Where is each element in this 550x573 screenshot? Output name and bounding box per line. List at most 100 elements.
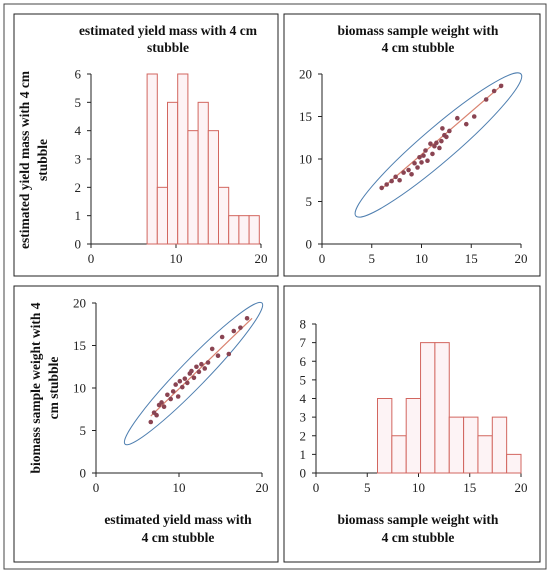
top-right-data-point [415,165,420,170]
bottom-left-y-tick-label: 0 [80,466,87,481]
bottom-left-data-point [215,353,221,359]
top-left-y-tick-label: 4 [75,123,82,138]
bottom-left-data-point [194,364,199,370]
bottom-left-xlabel-line-2: 4 cm stubble [142,530,215,545]
top-left-histogram-bar [197,101,209,245]
bottom-right-x-tick-label: 15 [463,480,476,495]
bottom-right-x-tick-label: 10 [412,480,425,495]
bottom-right-histogram-bar [506,453,522,474]
top-right-data-point [379,185,385,191]
bottom-right-histogram-bar [448,416,465,474]
bottom-right-histogram-bar [405,398,422,474]
bottom-right-histogram-bar [463,416,479,474]
top-right-x-tick-label: 15 [465,251,478,266]
bottom-left-data-point [191,375,197,381]
bottom-right-y-tick-label: 5 [300,372,307,387]
top-left-histogram-bar [146,73,158,245]
left-top-ylabel-line-1: estimated yield mass with 4 cm [17,70,32,249]
bottom-left-data-point [209,346,215,352]
top-right-data-point [455,115,460,121]
bottom-right-xlabel-line-2: 4 cm stubble [382,530,455,545]
top-left-x-tick-label: 0 [88,251,95,266]
bottom-left-data-point [244,316,250,321]
bottom-right-x-tick-label: 5 [364,480,371,495]
top-right-data-point [471,114,477,119]
bottom-left-data-point [154,412,159,418]
top-right-data-point [483,97,489,102]
bottom-left-data-point [161,404,167,410]
top-right-y-tick-label: 5 [306,194,313,209]
bottom-left-data-point [226,351,232,357]
top-right-y-tick-label: 0 [306,237,313,252]
bottom-left-data-point [205,360,211,365]
bottom-left-x-tick-label: 0 [93,480,100,495]
top-right-data-point [409,172,414,177]
top-right-x-tick-label: 20 [515,251,528,266]
bottom-left-data-point [170,389,176,394]
bottom-left-data-point [189,368,194,374]
top-left-histogram-bar [167,101,179,245]
top-left-histogram-bar [218,186,230,245]
top-left-x-tick-label: 20 [255,251,268,266]
top-left-histogram-bar [156,186,169,245]
bottom-left-data-point [238,325,243,330]
bottom-right-y-tick-label: 6 [300,354,307,369]
bottom-right-xlabel-line-1: biomass sample weight with [338,512,499,527]
top-right-data-point [389,178,394,184]
histogram-estimated-yield-mass: 0 10 20 0 1 2 3 4 5 6 [75,67,268,267]
top-right-data-point [421,153,426,158]
bottom-left-xlabel-line-1: estimated yield mass with [104,512,252,527]
top-right-y-tick-label: 20 [299,67,312,82]
top-right-data-point [434,140,439,146]
top-right-data-point [439,138,444,144]
bottom-left-data-point [180,384,185,390]
bottom-left-y-tick-label: 5 [80,423,87,438]
top-left-y-tick-label: 5 [75,95,82,110]
bottom-left-data-point [196,369,202,375]
top-left-y-tick-label: 1 [75,208,82,223]
bottom-left-y-tick-label: 15 [73,338,86,353]
top-right-data-point [430,151,435,157]
top-left-histogram-bar [207,130,220,245]
top-right-data-point [491,88,497,94]
top-right-data-point [406,167,411,173]
top-right-data-point [440,126,445,131]
top-right-data-point [417,155,422,160]
bottom-right-histogram-bar [477,435,493,474]
bottom-right-histogram-bar [491,416,508,474]
top-left-x-tick-label: 10 [170,251,183,266]
top-left-histogram-bar [228,215,240,245]
top-right-x-tick-label: 0 [319,251,326,266]
top-right-x-tick-label: 10 [415,251,428,266]
bottom-right-histogram-bar [420,342,436,474]
bottom-left-data-point [175,394,181,399]
bottom-right-x-tick-label: 0 [313,480,320,495]
bottom-right-y-tick-label: 2 [300,428,307,443]
top-right-y-tick-label: 15 [299,109,312,124]
top-right-data-point [384,182,389,187]
bottom-right-y-tick-label: 3 [300,410,307,425]
bottom-left-data-point [182,376,188,381]
top-right-data-point [423,148,428,153]
left-bottom-ylabel-line-2: cm stubble [46,357,61,420]
bottom-right-histogram-bar [377,398,393,474]
scatter-estimated-yield-vs-biomass: 0 10 20 0 5 10 15 20 [73,296,269,496]
bottom-right-y-tick-label: 1 [300,447,307,462]
top-right-data-point [401,170,406,175]
top-left-y-tick-label: 3 [75,152,82,167]
bottom-left-data-point [185,380,190,386]
bottom-left-y-tick-label: 20 [73,296,86,311]
top-right-data-point [419,160,424,165]
bottom-right-histogram-bar [391,435,407,474]
bottom-left-data-point [173,382,178,387]
bottom-left-data-point [177,378,183,384]
bottom-left-data-point [231,328,237,334]
bottom-left-data-point [219,334,225,340]
top-right-data-point [463,121,469,127]
bottom-right-y-tick-label: 8 [300,317,307,332]
top-right-data-point [425,158,430,163]
top-left-y-tick-label: 0 [75,237,82,252]
left-bottom-ylabel-line-1: biomass sample weight with 4 [28,302,43,473]
bottom-left-data-point [159,400,164,405]
